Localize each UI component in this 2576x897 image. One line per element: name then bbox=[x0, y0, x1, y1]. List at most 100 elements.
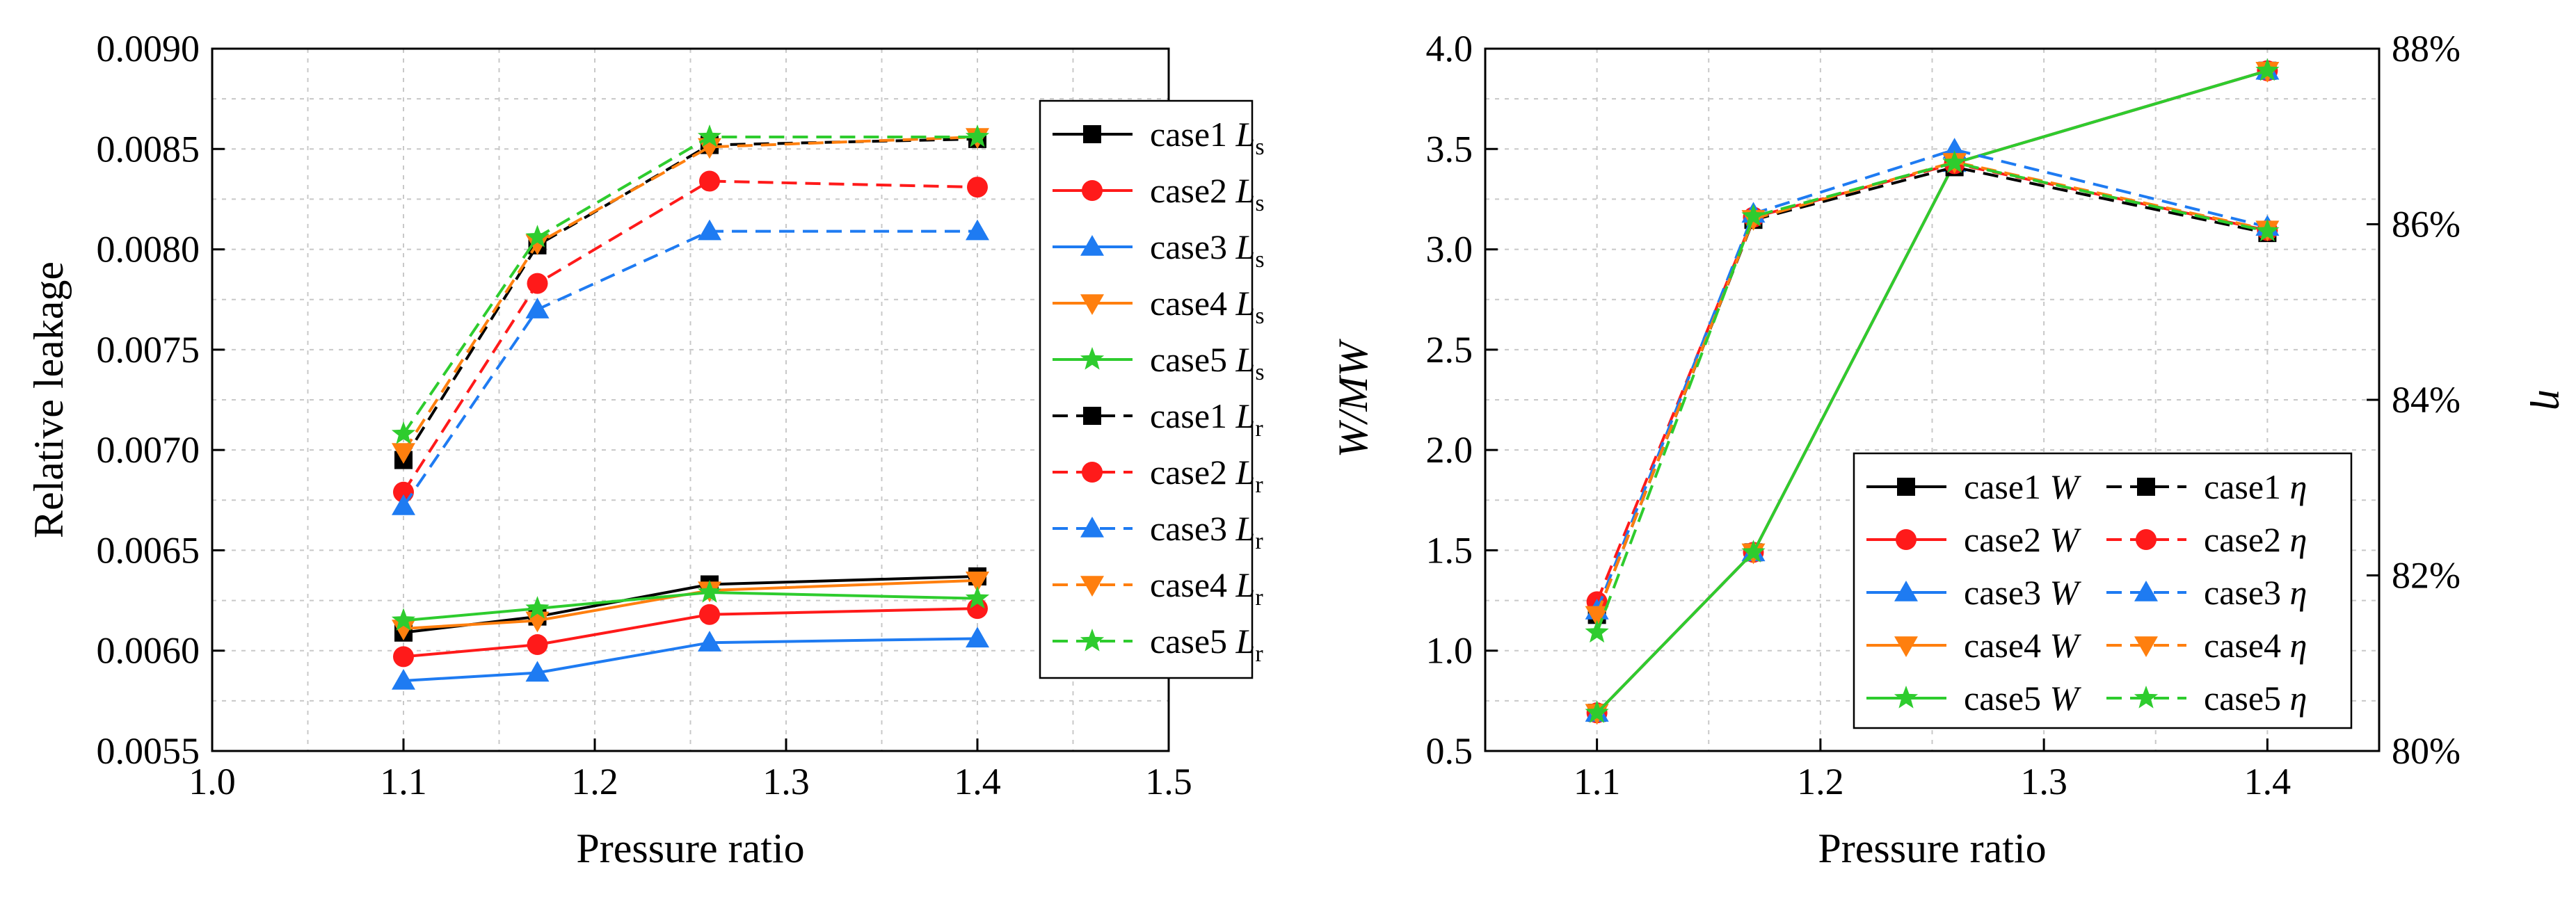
legend-subscript: r bbox=[1255, 641, 1263, 667]
series-case5-r bbox=[391, 124, 990, 444]
legend-case: case4 bbox=[2204, 626, 2290, 665]
x-tick-label: 1.4 bbox=[2244, 761, 2291, 802]
legend-case: case3 bbox=[1964, 573, 2050, 612]
data-point bbox=[965, 585, 990, 609]
legend-var: η bbox=[2290, 626, 2307, 665]
data-point bbox=[391, 608, 416, 631]
data-point bbox=[1741, 204, 1766, 227]
series-line bbox=[402, 137, 978, 461]
legend-label: case2 η bbox=[2204, 520, 2307, 559]
legend-case: case1 bbox=[1964, 467, 2050, 506]
legend-subscript: s bbox=[1255, 303, 1264, 329]
y-tick-label: 0.0075 bbox=[97, 329, 200, 371]
legend-case: case5 bbox=[2204, 679, 2290, 718]
legend-case: case1 bbox=[1150, 115, 1236, 154]
y-tick-label: 0.5 bbox=[1426, 730, 1473, 772]
legend-marker bbox=[2137, 478, 2155, 496]
legend-case: case5 bbox=[1150, 622, 1236, 661]
legend-marker bbox=[2134, 636, 2158, 657]
legend-label: case3 Lr bbox=[1150, 509, 1263, 554]
legend-marker bbox=[1080, 347, 1105, 370]
legend-case: case4 bbox=[1150, 565, 1236, 604]
legend-marker bbox=[1080, 629, 1105, 652]
legend-label: case1 W bbox=[1964, 467, 2082, 506]
data-point bbox=[393, 646, 414, 668]
legend-case: case4 bbox=[1964, 626, 2050, 665]
legend-case: case2 bbox=[1150, 453, 1236, 492]
legend-marker bbox=[1082, 462, 1103, 483]
y-tick-label: 2.0 bbox=[1426, 429, 1473, 471]
y2-tick-label: 86% bbox=[2392, 204, 2461, 245]
series-case2-s bbox=[393, 598, 988, 668]
legend-case: case3 bbox=[2204, 573, 2290, 612]
data-point bbox=[966, 571, 989, 592]
legend-label: case2 Lr bbox=[1150, 453, 1263, 498]
x-tick-label: 1.4 bbox=[954, 761, 1001, 802]
x-tick-label: 1.3 bbox=[2020, 761, 2067, 802]
data-point bbox=[698, 631, 721, 652]
legend-marker bbox=[2134, 686, 2159, 709]
data-point bbox=[392, 494, 415, 515]
legend-marker bbox=[1083, 407, 1101, 425]
legend-subscript: s bbox=[1255, 134, 1264, 160]
legend-label: case4 Lr bbox=[1150, 565, 1263, 611]
data-point bbox=[392, 443, 415, 464]
legend-var: L bbox=[1235, 340, 1256, 379]
legend-var: L bbox=[1235, 453, 1256, 492]
series-line bbox=[403, 579, 978, 630]
y-tick-label: 0.0085 bbox=[97, 128, 200, 170]
legend-var: L bbox=[1235, 171, 1256, 210]
legend-case: case5 bbox=[1964, 679, 2050, 718]
data-point bbox=[966, 219, 989, 241]
data-point bbox=[525, 234, 550, 255]
legend-case: case4 bbox=[1150, 284, 1236, 323]
legend-marker bbox=[1083, 125, 1101, 143]
legend-label: case3 W bbox=[1964, 573, 2082, 612]
data-point bbox=[1585, 620, 1609, 643]
legend-label: case5 W bbox=[1964, 679, 2082, 718]
y-tick-label: 0.0060 bbox=[97, 630, 200, 672]
series-case5-η bbox=[1585, 150, 2280, 643]
series-line bbox=[1595, 161, 2268, 633]
data-point bbox=[525, 596, 550, 619]
series-line bbox=[402, 179, 978, 493]
legend-label: case5 Ls bbox=[1150, 340, 1265, 385]
legend-var: W bbox=[2050, 467, 2082, 506]
legend-var: W bbox=[2050, 573, 2082, 612]
legend-subscript: s bbox=[1255, 191, 1264, 216]
series-line bbox=[403, 590, 978, 622]
x-axis-title: Pressure ratio bbox=[576, 825, 804, 871]
data-point bbox=[699, 170, 720, 192]
legend-var: L bbox=[1235, 509, 1256, 548]
legend-var: η bbox=[2290, 520, 2307, 559]
legend-marker bbox=[2134, 581, 2158, 601]
y-tick-label: 1.0 bbox=[1426, 630, 1473, 672]
y-tick-label: 4.0 bbox=[1426, 28, 1473, 70]
legend-subscript: r bbox=[1255, 472, 1263, 498]
legend-subscript: s bbox=[1255, 247, 1264, 273]
legend-var: W bbox=[2050, 626, 2082, 665]
legend-var: L bbox=[1235, 396, 1256, 435]
legend-label: case4 Ls bbox=[1150, 284, 1265, 329]
legend-marker bbox=[1080, 517, 1104, 538]
data-point bbox=[697, 124, 722, 147]
x-tick-label: 1.1 bbox=[380, 761, 427, 802]
y-tick-label: 0.0070 bbox=[97, 429, 200, 471]
x-tick-label: 1.0 bbox=[189, 761, 236, 802]
legend-label: case3 Ls bbox=[1150, 227, 1265, 273]
series-line bbox=[1595, 148, 2268, 611]
legend-marker bbox=[1896, 529, 1917, 550]
legend-label: case4 η bbox=[2204, 626, 2307, 665]
legend-case: case2 bbox=[1150, 171, 1236, 210]
x-tick-label: 1.5 bbox=[1145, 761, 1192, 802]
data-point bbox=[2255, 218, 2280, 242]
y-axis-title: W/MW bbox=[1330, 339, 1376, 458]
series-line bbox=[1596, 69, 2268, 714]
legend-label: case2 W bbox=[1964, 520, 2082, 559]
legend-case: case1 bbox=[2204, 467, 2290, 506]
series-case3-r bbox=[392, 219, 989, 515]
legend-var: L bbox=[1235, 284, 1256, 323]
y2-tick-label: 82% bbox=[2392, 555, 2461, 597]
